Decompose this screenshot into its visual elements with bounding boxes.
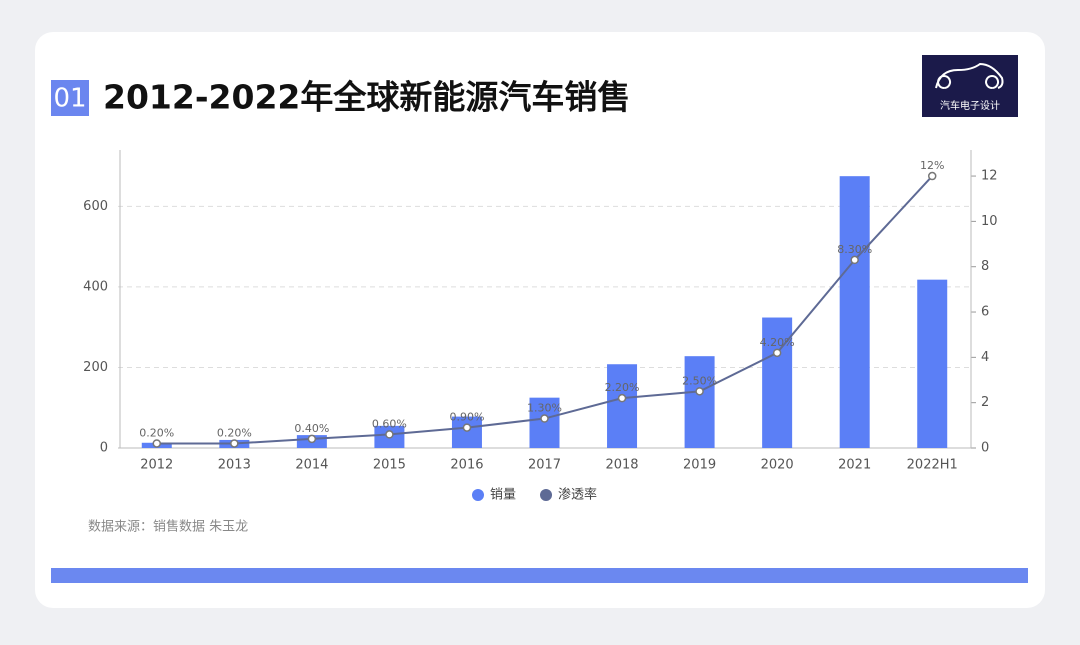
data-label: 4.20%: [760, 336, 795, 349]
bar: [607, 364, 638, 448]
x-tick-label: 2012: [140, 458, 173, 473]
source: 数据来源：销售数据 朱玉龙: [88, 519, 248, 535]
x-tick-label: 2017: [528, 458, 561, 473]
bar: [839, 176, 870, 449]
y2-tick-label: 4: [981, 350, 989, 365]
x-tick-label: 2014: [295, 458, 328, 473]
badge: [51, 80, 89, 116]
chart-title: 2012-2022年全球新能源汽车销售: [103, 78, 630, 117]
y-tick-label: 200: [83, 360, 108, 375]
data-label: 12%: [920, 159, 944, 172]
y-tick-label: 0: [100, 441, 108, 456]
x-tick-label: 2022H1: [907, 458, 958, 473]
y-tick-label: 600: [83, 199, 108, 214]
point: [927, 171, 937, 181]
x-tick-label: 2019: [683, 458, 716, 473]
y2-tick-label: 0: [981, 441, 989, 456]
data-label: 1.30%: [527, 402, 562, 415]
point: [540, 414, 549, 423]
data-label: 0.60%: [372, 417, 407, 430]
y2-tick-label: 12: [981, 169, 998, 184]
x-tick-label: 2015: [373, 458, 406, 473]
x-tick-label: 2020: [761, 458, 794, 473]
badge-text: 01: [53, 84, 86, 114]
bar: [451, 416, 482, 448]
x-tick-label: 2016: [450, 458, 483, 473]
card: [35, 32, 1045, 608]
point: [230, 439, 239, 448]
footer-bar: [51, 568, 1028, 583]
data-label: 2.50%: [682, 374, 717, 387]
point: [772, 348, 782, 358]
x-tick-label: 2021: [838, 458, 871, 473]
data-label: 0.40%: [294, 422, 329, 435]
point: [695, 387, 704, 396]
point: [462, 423, 472, 432]
x-tick-label: 2013: [218, 458, 251, 473]
data-label: 8.30%: [837, 243, 872, 256]
bar: [917, 279, 948, 448]
logo-text: 汽车电子设计: [940, 99, 1000, 112]
legend-label: 销量: [490, 488, 516, 503]
data-label: 0.90%: [449, 411, 484, 424]
logo-car: [935, 62, 1004, 89]
y-tick-label: 400: [83, 279, 108, 294]
point: [152, 439, 162, 448]
data-label: 0.20%: [217, 426, 252, 439]
point: [385, 430, 394, 439]
legend-marker: [540, 489, 553, 501]
bar: [762, 317, 793, 448]
point: [307, 434, 317, 444]
y2-tick-label: 6: [981, 305, 989, 320]
point: [850, 255, 859, 265]
data-label: 0.20%: [139, 426, 174, 439]
x-tick-label: 2018: [605, 458, 638, 473]
bar: [529, 397, 560, 448]
bar: [684, 356, 715, 448]
y2-tick-label: 8: [981, 259, 989, 274]
data-label: 2.20%: [605, 381, 640, 394]
legend-marker: [472, 489, 484, 501]
point: [617, 393, 627, 403]
legend-label: 渗透率: [558, 487, 597, 503]
y2-tick-label: 10: [981, 214, 998, 229]
y2-tick-label: 2: [981, 395, 989, 410]
